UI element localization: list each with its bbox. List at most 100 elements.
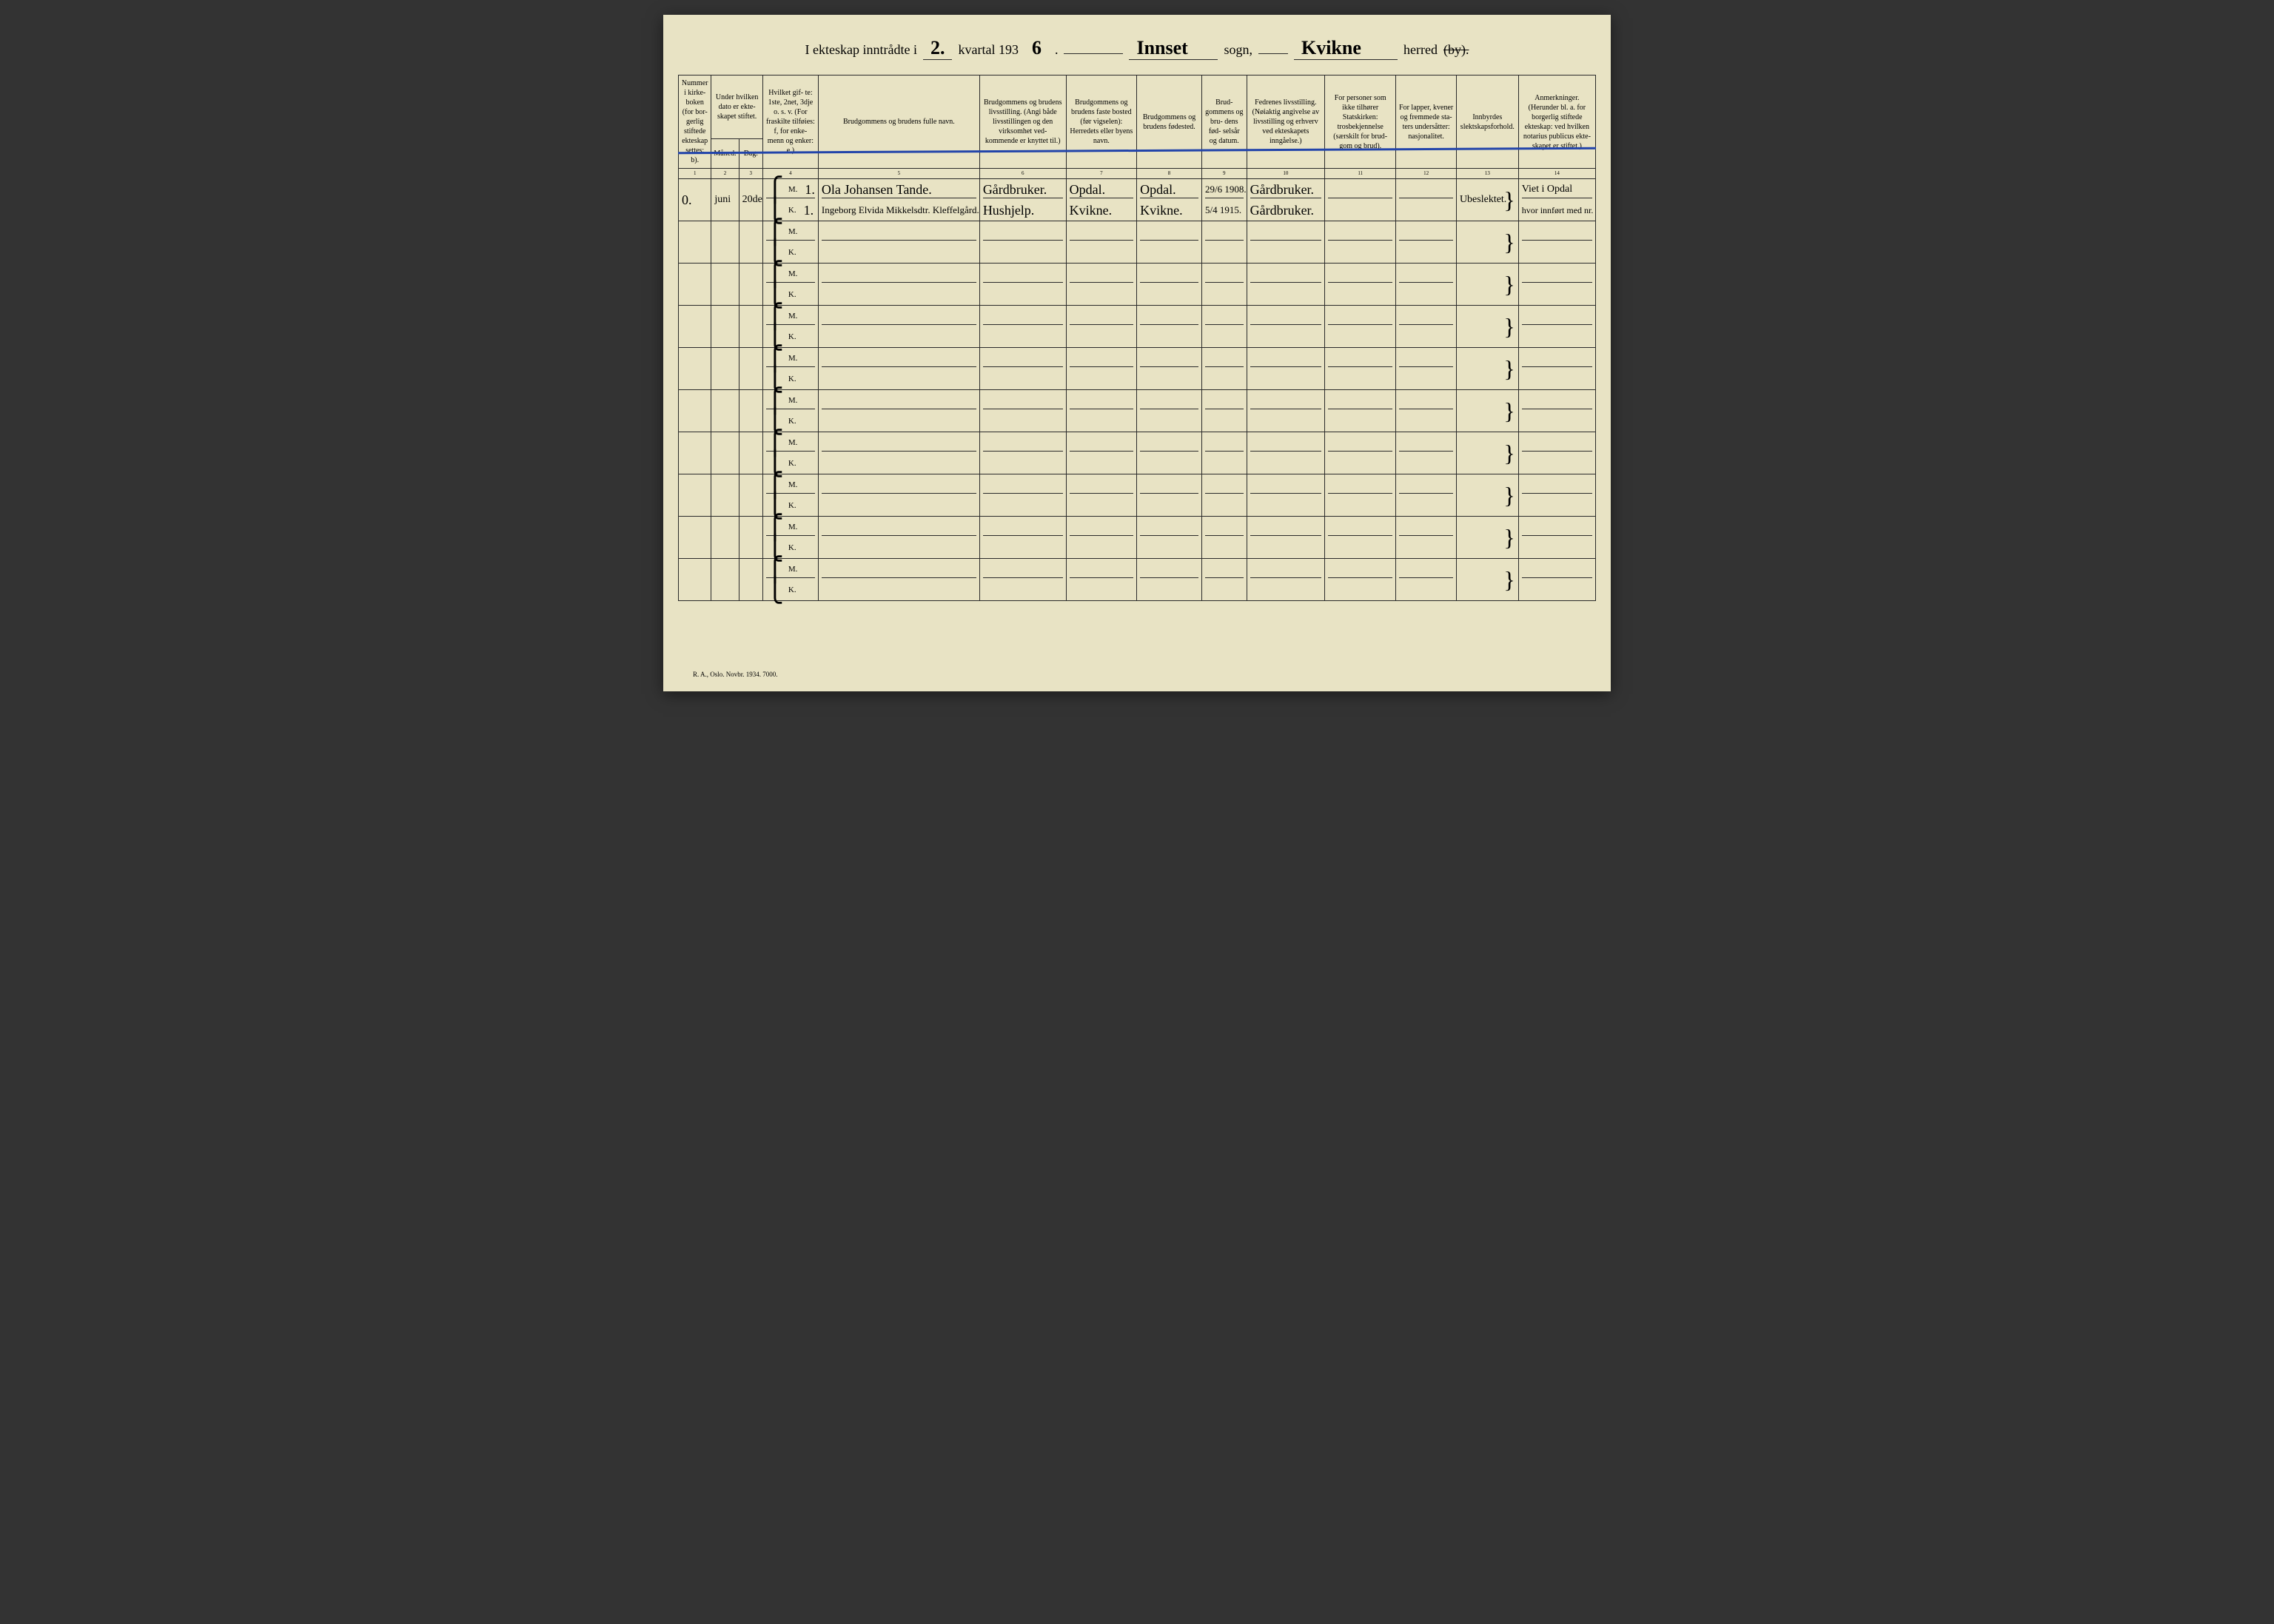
- bride-birthplace: Kvikne.: [1137, 200, 1202, 221]
- empty-cell: [739, 474, 762, 517]
- header-col14: Anmerkninger. (Herunder bl. a. for borge…: [1518, 76, 1595, 169]
- empty-cell: [1325, 242, 1396, 264]
- empty-cell: [739, 221, 762, 264]
- empty-cell: [1066, 517, 1136, 538]
- m-label: M.: [788, 227, 798, 236]
- bride-occupation: Hushjelp.: [979, 200, 1066, 221]
- empty-cell: [1066, 326, 1136, 348]
- brace-icon: ⎩: [766, 284, 784, 305]
- empty-cell: [1247, 390, 1324, 412]
- groom-occupation: Gårdbruker.: [979, 179, 1066, 201]
- empty-cell: [1396, 517, 1457, 538]
- header-col13: Innbyrdes slektskapsforhold.: [1456, 76, 1518, 169]
- empty-cell: [1247, 326, 1324, 348]
- k-label: K.: [788, 417, 796, 426]
- k-label: K.: [788, 290, 796, 299]
- empty-cell: [739, 348, 762, 390]
- empty-cell: [1518, 537, 1595, 559]
- empty-cell: [1247, 474, 1324, 496]
- empty-cell: [1247, 432, 1324, 454]
- empty-cell: [1137, 411, 1202, 432]
- empty-cell: [979, 495, 1066, 517]
- m-label: M.: [788, 480, 798, 489]
- colnum-5: 5: [818, 169, 979, 179]
- empty-cell: [1325, 390, 1396, 412]
- empty-cell: [1201, 264, 1247, 285]
- header-col7: Brudgommens og brudens faste bosted (før…: [1066, 76, 1136, 169]
- k-label: K.: [788, 543, 796, 552]
- groom-name: Ola Johansen Tande.: [818, 179, 979, 201]
- empty-cell: [739, 264, 762, 306]
- empty-cell: [1066, 537, 1136, 559]
- empty-cell: [818, 453, 979, 474]
- empty-cell: [1247, 369, 1324, 390]
- empty-cell: [818, 264, 979, 285]
- empty-cell: [1247, 242, 1324, 264]
- empty-cell: [818, 495, 979, 517]
- empty-cell: [1518, 580, 1595, 601]
- empty-cell: [818, 369, 979, 390]
- empty-cell: [1201, 537, 1247, 559]
- page-title-row: I ekteskap inntrådte i 2. kvartal 193 6 …: [678, 37, 1596, 60]
- empty-cell: [979, 326, 1066, 348]
- empty-cell: [1201, 306, 1247, 327]
- empty-cell: [1325, 411, 1396, 432]
- empty-cell: [979, 537, 1066, 559]
- empty-cell: [1247, 348, 1324, 369]
- empty-cell: [1518, 559, 1595, 580]
- m-label: M.: [788, 565, 798, 574]
- empty-kinship-cell: [1456, 474, 1518, 517]
- empty-cell: [1325, 306, 1396, 327]
- empty-cell: [679, 517, 711, 559]
- empty-row-m: ⎧M.: [679, 306, 1596, 327]
- empty-cell: [1325, 495, 1396, 517]
- empty-cell: [711, 559, 739, 601]
- empty-cell: [1518, 495, 1595, 517]
- empty-cell: [979, 306, 1066, 327]
- empty-cell: [1518, 517, 1595, 538]
- empty-cell: [979, 242, 1066, 264]
- empty-cell: [1518, 221, 1595, 243]
- empty-cell: [818, 390, 979, 412]
- empty-cell: [1137, 221, 1202, 243]
- register-body: 0. juni 20de ⎧ M. 1. Ola Johansen Tande.…: [679, 179, 1596, 601]
- entry-number: 0.: [679, 179, 711, 221]
- empty-cell: [818, 306, 979, 327]
- empty-cell: [1137, 369, 1202, 390]
- empty-cell: [1247, 306, 1324, 327]
- empty-cell: [818, 517, 979, 538]
- empty-cell: [1137, 559, 1202, 580]
- empty-cell: [711, 221, 739, 264]
- empty-cell: [1201, 369, 1247, 390]
- empty-cell: [1325, 284, 1396, 306]
- empty-cell: [1396, 432, 1457, 454]
- empty-cell: [679, 559, 711, 601]
- empty-cell: [1518, 474, 1595, 496]
- empty-cell: [1066, 411, 1136, 432]
- groom-faith: [1325, 179, 1396, 201]
- brace-icon: ⎩: [766, 495, 784, 516]
- header-col5: Brudgommens og brudens fulle navn.: [818, 76, 979, 169]
- empty-cell: [818, 326, 979, 348]
- empty-cell: [1325, 369, 1396, 390]
- empty-cell: [979, 221, 1066, 243]
- title-period: .: [1055, 42, 1059, 58]
- colnum-10: 10: [1247, 169, 1324, 179]
- empty-cell: [1201, 453, 1247, 474]
- empty-row-m: ⎧M.: [679, 559, 1596, 580]
- empty-cell: [1325, 264, 1396, 285]
- brace-icon: ⎩: [766, 580, 784, 600]
- k-label: K.: [788, 375, 796, 383]
- empty-cell: [1396, 411, 1457, 432]
- brace-icon: ⎩: [766, 453, 784, 474]
- empty-cell: [1137, 495, 1202, 517]
- empty-cell: [1066, 453, 1136, 474]
- empty-cell: [1066, 474, 1136, 496]
- empty-cell: [711, 390, 739, 432]
- empty-cell: [1201, 517, 1247, 538]
- empty-cell: [1518, 369, 1595, 390]
- k-label: K.: [788, 459, 796, 468]
- empty-cell: [1066, 306, 1136, 327]
- empty-cell: [818, 537, 979, 559]
- empty-cell: [1396, 537, 1457, 559]
